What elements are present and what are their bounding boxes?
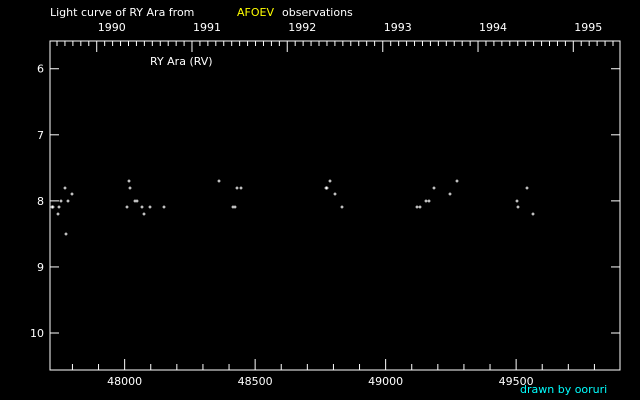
- data-point: [515, 199, 519, 203]
- data-point: [128, 186, 132, 190]
- data-point: [516, 205, 520, 209]
- year-label: 1990: [98, 21, 126, 34]
- legend-label: RY Ara (RV): [150, 55, 213, 68]
- y-tick-label: 10: [30, 327, 44, 340]
- data-point: [125, 205, 129, 209]
- data-point: [239, 186, 243, 190]
- data-point: [325, 186, 329, 190]
- x-tick-label: 48500: [238, 375, 273, 388]
- data-point: [233, 205, 237, 209]
- credit-label: drawn by ooruri: [520, 383, 607, 396]
- data-point: [415, 205, 419, 209]
- data-point: [531, 212, 535, 216]
- plot-frame: [49, 40, 621, 371]
- y-tick-label: 9: [37, 261, 44, 274]
- data-point: [432, 186, 436, 190]
- data-point: [56, 212, 60, 216]
- data-point: [235, 186, 239, 190]
- data-point: [424, 199, 428, 203]
- year-label: 1992: [288, 21, 316, 34]
- data-point: [162, 205, 166, 209]
- data-point: [127, 179, 131, 183]
- x-tick-label: 49500: [499, 375, 534, 388]
- data-point: [525, 186, 529, 190]
- year-label: 1994: [479, 21, 507, 34]
- data-point: [63, 186, 67, 190]
- data-point: [333, 192, 337, 196]
- data-point: [142, 212, 146, 216]
- data-point: [57, 205, 61, 209]
- data-point: [427, 199, 431, 203]
- x-tick-label: 49000: [368, 375, 403, 388]
- data-point: [217, 179, 221, 183]
- data-point: [148, 205, 152, 209]
- y-tick-label: 7: [37, 129, 44, 142]
- data-point: [340, 205, 344, 209]
- data-point: [448, 192, 452, 196]
- data-point: [455, 179, 459, 183]
- chart-title-suffix: observations: [282, 6, 353, 19]
- data-point: [66, 199, 70, 203]
- data-point: [140, 205, 144, 209]
- year-label: 1991: [193, 21, 221, 34]
- data-point: [70, 192, 74, 196]
- y-tick-label: 6: [37, 63, 44, 76]
- data-point: [135, 199, 139, 203]
- data-point: [328, 179, 332, 183]
- data-point: [418, 205, 422, 209]
- year-label: 1993: [384, 21, 412, 34]
- year-label: 1995: [574, 21, 602, 34]
- y-tick-label: 8: [37, 195, 44, 208]
- data-point: [59, 199, 63, 203]
- data-point: [51, 205, 55, 209]
- data-point: [64, 232, 68, 236]
- chart-title-prefix: Light curve of RY Ara from: [50, 6, 194, 19]
- x-tick-label: 48000: [107, 375, 142, 388]
- chart-title-source: AFOEV: [237, 6, 274, 19]
